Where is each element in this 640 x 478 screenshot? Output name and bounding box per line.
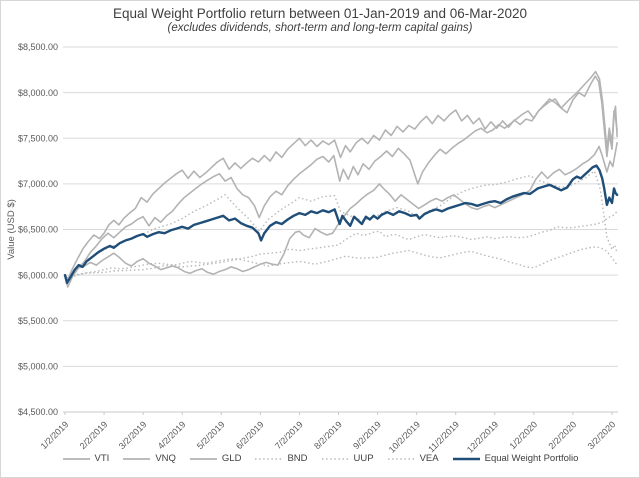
x-tick-label: 10/2/2019 bbox=[387, 419, 422, 454]
y-tick-label: $8,000.00 bbox=[18, 88, 58, 98]
legend-label: VEA bbox=[419, 453, 439, 464]
legend-line-sample bbox=[452, 457, 480, 460]
legend-label: VTI bbox=[94, 453, 110, 464]
y-tick-label: $4,500.00 bbox=[18, 407, 58, 417]
x-tick-label: 1/2/2019 bbox=[39, 419, 71, 451]
series-line-vnq bbox=[64, 70, 618, 282]
series-line-uup bbox=[64, 246, 618, 281]
legend: VTI VNQ GLD BND UUP VEA Equal Weight Portfolio bbox=[1, 453, 639, 464]
legend-item-bnd: BND bbox=[254, 453, 308, 464]
series-line-bnd bbox=[64, 210, 618, 278]
y-tick-label: $6,500.00 bbox=[18, 225, 58, 235]
legend-label: BND bbox=[287, 453, 308, 464]
x-tick-label: 4/2/2019 bbox=[156, 419, 188, 451]
legend-item-uup: UUP bbox=[321, 453, 374, 464]
x-tick-label: 5/2/2019 bbox=[195, 419, 227, 451]
chart-title: Equal Weight Portfolio return between 01… bbox=[112, 6, 527, 21]
legend-label: VNQ bbox=[155, 453, 176, 464]
legend-line-sample bbox=[189, 457, 217, 460]
legend-label: UUP bbox=[353, 453, 374, 464]
y-tick-label: $6,000.00 bbox=[18, 270, 58, 280]
x-tick-label: 3/2/2020 bbox=[586, 419, 618, 451]
legend-item-vnq: VNQ bbox=[122, 453, 176, 464]
legend-line-sample bbox=[387, 457, 415, 460]
x-tick-label: 1/2/2020 bbox=[507, 419, 539, 451]
x-tick-label: 9/2/2019 bbox=[351, 419, 383, 451]
legend-label: Equal Weight Portfolio bbox=[484, 453, 579, 464]
legend-line-sample bbox=[255, 457, 283, 460]
x-tick-label: 7/2/2019 bbox=[273, 419, 305, 451]
x-tick-label: 2/2/2020 bbox=[546, 419, 578, 451]
x-tick-label: 2/2/2019 bbox=[78, 419, 110, 451]
y-tick-label: $5,500.00 bbox=[18, 316, 58, 326]
legend-line-sample bbox=[123, 457, 151, 460]
y-tick-label: $7,000.00 bbox=[18, 179, 58, 189]
x-tick-label: 11/2/2019 bbox=[426, 419, 461, 454]
legend-item-gld: GLD bbox=[189, 453, 242, 464]
legend-line-sample bbox=[62, 457, 90, 460]
y-tick-label: $8,500.00 bbox=[18, 42, 58, 52]
legend-line-sample bbox=[321, 457, 349, 460]
series-line-equal-weight-portfolio bbox=[63, 164, 619, 285]
legend-item-vti: VTI bbox=[62, 453, 110, 464]
y-axis-title: Value (USD $) bbox=[6, 199, 17, 260]
chart-subtitle: (excludes dividends, short-term and long… bbox=[167, 22, 473, 34]
x-tick-label: 6/2/2019 bbox=[234, 419, 266, 451]
chart-header: Equal Weight Portfolio return between 01… bbox=[1, 6, 639, 34]
y-tick-label: $7,500.00 bbox=[18, 133, 58, 143]
legend-label: GLD bbox=[221, 453, 242, 464]
x-tick-label: 8/2/2019 bbox=[312, 419, 344, 451]
series-line-vti bbox=[64, 75, 618, 288]
legend-item-equal-weight-portfolio: Equal Weight Portfolio bbox=[452, 453, 579, 464]
x-tick-label: 3/2/2019 bbox=[117, 419, 149, 451]
series-line-gld bbox=[64, 142, 618, 280]
x-tick-label: 12/2/2019 bbox=[465, 419, 500, 454]
legend-item-vea: VEA bbox=[387, 453, 439, 464]
y-tick-label: $5,000.00 bbox=[18, 362, 58, 372]
